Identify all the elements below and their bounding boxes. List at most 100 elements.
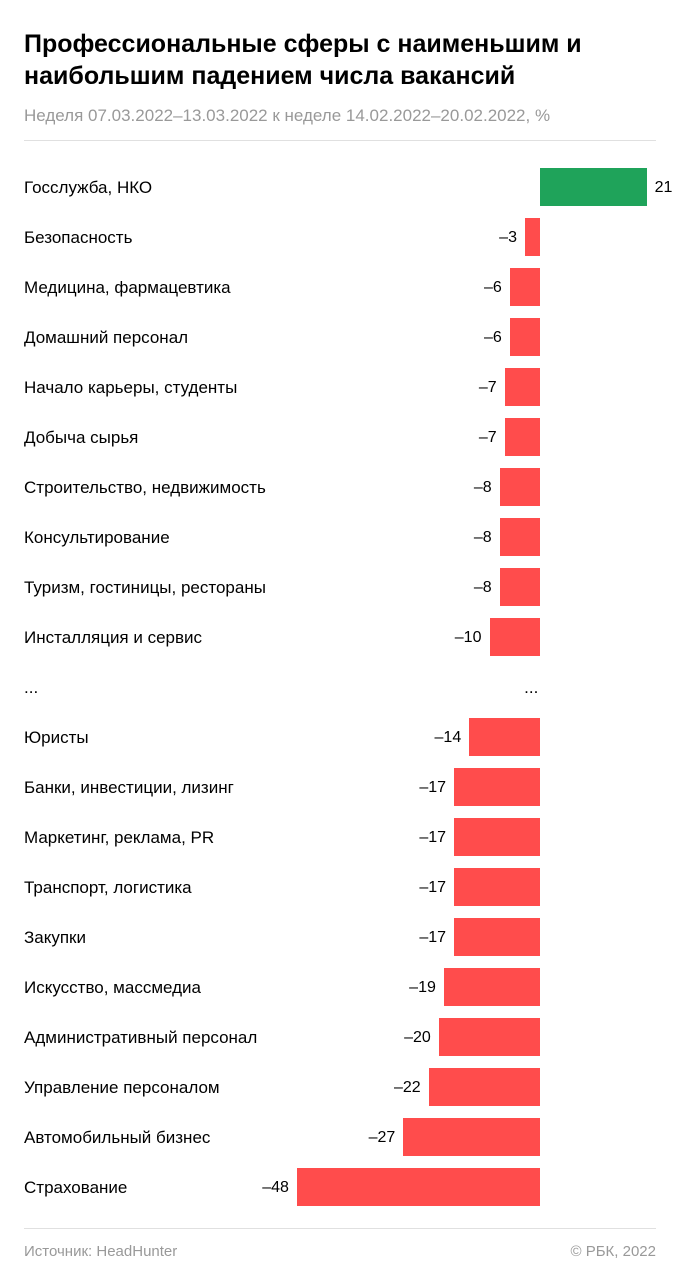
bar-row: Юристы –14: [24, 715, 656, 760]
bar-row: Добыча сырья –7: [24, 415, 656, 460]
category-label: Искусство, массмедиа: [24, 978, 294, 998]
value-label: –20: [404, 1029, 431, 1047]
bar-cell: –8: [294, 465, 656, 510]
value-label: –17: [419, 779, 446, 797]
category-label: Домашний персонал: [24, 328, 294, 348]
gap-chart-label: ...: [294, 665, 656, 710]
value-label: –6: [484, 279, 502, 297]
bar: [500, 568, 541, 606]
value-label: –14: [435, 729, 462, 747]
bar: [505, 368, 540, 406]
category-label: Транспорт, логистика: [24, 878, 294, 898]
bar-row: Автомобильный бизнес –27: [24, 1115, 656, 1160]
bar: [500, 468, 541, 506]
bar-cell: –6: [294, 315, 656, 360]
bar-row: Банки, инвестиции, лизинг –17: [24, 765, 656, 810]
bar: [444, 968, 540, 1006]
bar-cell: 21: [294, 165, 656, 210]
bar-row: Транспорт, логистика–17: [24, 865, 656, 910]
bar-cell: –20: [294, 1015, 656, 1060]
value-label: –8: [474, 579, 492, 597]
category-label: Начало карьеры, студенты: [24, 378, 294, 398]
bottom-divider: [24, 1228, 656, 1229]
category-label: Туризм, гостиницы, рестораны: [24, 578, 294, 598]
bar-cell: –8: [294, 565, 656, 610]
bar: [469, 718, 540, 756]
category-label: Закупки: [24, 928, 294, 948]
category-label: Страхование: [24, 1178, 294, 1198]
bar-row: Административный персонал –20: [24, 1015, 656, 1060]
bar-row: Консультирование–8: [24, 515, 656, 560]
bar-cell: –17: [294, 815, 656, 860]
value-label: –6: [484, 329, 502, 347]
category-label: Медицина, фармацевтика: [24, 278, 294, 298]
gap-row: ......: [24, 665, 656, 710]
value-label: –3: [499, 229, 517, 247]
top-divider: [24, 140, 656, 141]
bar-cell: –27: [294, 1115, 656, 1160]
value-label: –22: [394, 1079, 421, 1097]
category-label: Инсталляция и сервис: [24, 628, 294, 648]
bar: [297, 1168, 540, 1206]
value-label: –27: [369, 1129, 396, 1147]
bar-row: Начало карьеры, студенты –7: [24, 365, 656, 410]
bar: [403, 1118, 540, 1156]
bar-cell: –10: [294, 615, 656, 660]
bar: [454, 918, 540, 956]
category-label: Добыча сырья: [24, 428, 294, 448]
bar: [454, 818, 540, 856]
chart-footer: Источник: HeadHunter © РБК, 2022: [24, 1243, 656, 1260]
bar-row: Страхование–48: [24, 1165, 656, 1210]
category-label: Строительство, недвижимость: [24, 478, 294, 498]
bar-cell: –17: [294, 865, 656, 910]
value-label: –19: [409, 979, 436, 997]
bar-cell: –22: [294, 1065, 656, 1110]
category-label: Автомобильный бизнес: [24, 1128, 294, 1148]
gap-label: ...: [24, 678, 294, 698]
bar-row: Инсталляция и сервис –10: [24, 615, 656, 660]
bar-cell: –8: [294, 515, 656, 560]
bar-row: Медицина, фармацевтика –6: [24, 265, 656, 310]
chart-subtitle: Неделя 07.03.2022–13.03.2022 к неделе 14…: [24, 106, 656, 126]
bar-cell: –3: [294, 215, 656, 260]
value-label: –8: [474, 529, 492, 547]
bar-row: Домашний персонал –6: [24, 315, 656, 360]
bar-cell: –17: [294, 915, 656, 960]
bar: [429, 1068, 540, 1106]
bar-row: Управление персоналом –22: [24, 1065, 656, 1110]
bar-cell: –7: [294, 365, 656, 410]
category-label: Госслужба, НКО: [24, 178, 294, 198]
bar: [525, 218, 540, 256]
value-label: –10: [455, 629, 482, 647]
bar: [454, 868, 540, 906]
category-label: Маркетинг, реклама, PR: [24, 828, 294, 848]
bar-row: Госслужба, НКО21: [24, 165, 656, 210]
bar-row: Маркетинг, реклама, PR –17: [24, 815, 656, 860]
bar: [439, 1018, 540, 1056]
chart-title: Профессиональные сферы с наименьшим и на…: [24, 28, 656, 92]
value-label: 21: [655, 179, 673, 197]
value-label: –8: [474, 479, 492, 497]
bar-row: Туризм, гостиницы, рестораны –8: [24, 565, 656, 610]
value-label: –17: [419, 929, 446, 947]
value-label: –7: [479, 429, 497, 447]
value-label: –17: [419, 829, 446, 847]
credit-text: © РБК, 2022: [570, 1243, 656, 1260]
bar: [540, 168, 646, 206]
value-label: –7: [479, 379, 497, 397]
bar-cell: –17: [294, 765, 656, 810]
bar: [454, 768, 540, 806]
bar: [510, 268, 540, 306]
category-label: Юристы: [24, 728, 294, 748]
bar-cell: –14: [294, 715, 656, 760]
value-label: –48: [262, 1179, 289, 1197]
category-label: Безопасность: [24, 228, 294, 248]
bar-row: Безопасность –3: [24, 215, 656, 260]
category-label: Административный персонал: [24, 1028, 294, 1048]
bar: [510, 318, 540, 356]
bar-cell: –19: [294, 965, 656, 1010]
category-label: Управление персоналом: [24, 1078, 294, 1098]
bar: [505, 418, 540, 456]
category-label: Банки, инвестиции, лизинг: [24, 778, 294, 798]
bar-row: Закупки –17: [24, 915, 656, 960]
